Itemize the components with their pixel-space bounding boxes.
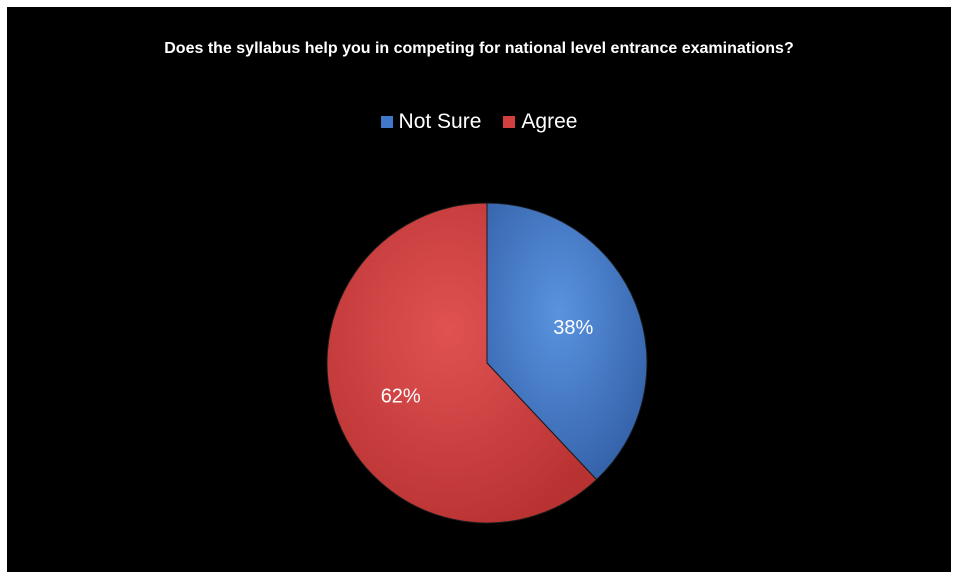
- data-label-not-sure: 38%: [553, 317, 593, 339]
- chart-title: Does the syllabus help you in competing …: [164, 40, 794, 57]
- pie-chart: 38% 62%: [326, 202, 648, 524]
- legend-label: Not Sure: [398, 110, 482, 133]
- pie-slice-not-sure: [486, 202, 648, 481]
- legend-swatch: [503, 116, 516, 128]
- legend-label: Agree: [521, 110, 578, 133]
- chart-area: Does the syllabus help you in competing …: [7, 7, 951, 572]
- legend-swatch: [380, 116, 393, 128]
- pie-slice-agree: [326, 202, 598, 524]
- legend-item-not-sure: Not Sure: [380, 110, 482, 134]
- data-label-agree: 62%: [381, 385, 421, 407]
- legend-item-agree: Agree: [503, 110, 577, 134]
- legend: Not Sure Agree: [7, 110, 951, 134]
